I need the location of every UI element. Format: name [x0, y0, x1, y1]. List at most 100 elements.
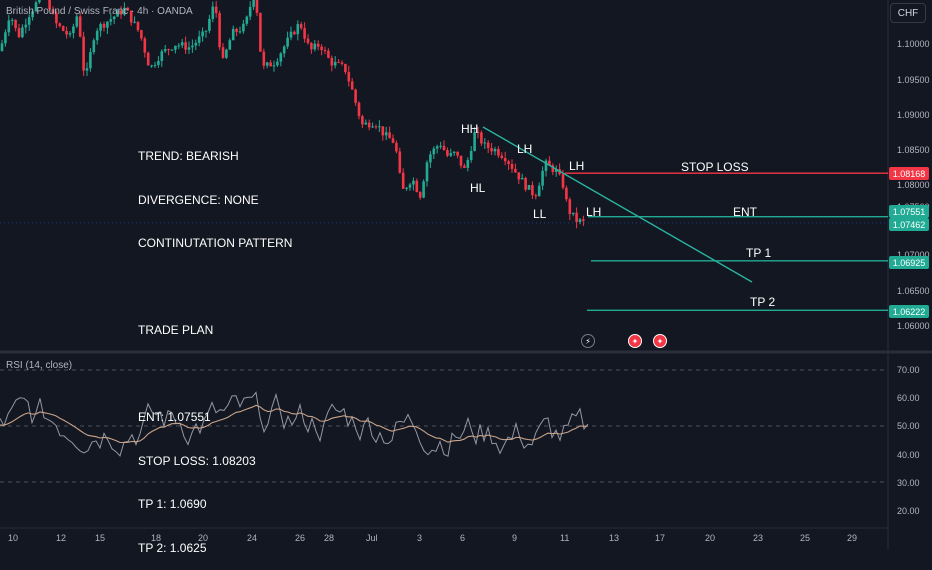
rsi-indicator-title[interactable]: RSI (14, close) [6, 360, 73, 371]
candle-body [469, 150, 473, 161]
time-tick: 20 [705, 533, 716, 543]
time-tick: 23 [753, 533, 764, 543]
structure-label-ll: LL [533, 207, 547, 221]
candle-body [384, 132, 388, 136]
candle-body [310, 42, 313, 50]
currency-button[interactable]: CHF [890, 3, 926, 23]
candle-body [27, 17, 31, 25]
structure-label-lh: LH [569, 159, 585, 173]
candle-body [177, 45, 181, 47]
candle-body [282, 46, 286, 54]
candle-body [293, 31, 296, 35]
rsi-line [0, 391, 589, 457]
time-tick: 10 [8, 533, 19, 543]
candle-body [245, 16, 249, 24]
candle-body [561, 174, 565, 188]
candle-body [78, 16, 82, 37]
candle-body [129, 10, 133, 23]
lightning-event-icon[interactable]: ⚡ [581, 334, 595, 348]
rsi-tick: 30.00 [897, 478, 920, 488]
rsi-tick: 20.00 [897, 506, 920, 516]
candle-body [531, 185, 534, 196]
candle-body [367, 122, 371, 128]
candle-body [527, 185, 531, 190]
candle-body [21, 27, 24, 38]
candle-body [61, 26, 65, 31]
time-tick: 25 [800, 533, 811, 543]
candle-body [401, 172, 405, 189]
candle-body [306, 38, 310, 43]
annotation-line: TRADE PLAN [138, 323, 214, 337]
candle-body [435, 146, 439, 149]
last-price-tag: 1.07462 [889, 218, 929, 231]
time-tick: 29 [847, 533, 858, 543]
annotation-line: TP 2: 1.0625 [138, 540, 207, 555]
candle-body [150, 65, 153, 67]
time-tick: 12 [56, 533, 67, 543]
candle-body [442, 145, 446, 151]
candle-body [303, 28, 306, 39]
rsi-tick: 60.00 [897, 393, 920, 403]
candle-body [126, 7, 130, 11]
candle-body [388, 132, 391, 139]
economic-event-icon[interactable]: ✦ [653, 334, 667, 348]
candle-body [500, 155, 504, 159]
time-tick: 9 [512, 533, 518, 543]
candle-body [201, 31, 204, 37]
candle-body [340, 62, 344, 64]
candle-body [272, 65, 276, 67]
time-tick: 18 [151, 533, 162, 543]
chart-canvas[interactable] [0, 0, 932, 550]
candle-body [133, 21, 136, 23]
candle-body [170, 49, 174, 51]
tp1-label: TP 1 [746, 246, 772, 260]
candle-body [167, 49, 170, 51]
time-tick: 20 [198, 533, 209, 543]
candle-body [17, 28, 21, 38]
candle-body [211, 6, 215, 20]
candle-body [276, 61, 279, 66]
candle-body [432, 148, 436, 155]
candle-body [463, 165, 466, 168]
candle-body [503, 158, 507, 162]
time-tick: 17 [655, 533, 666, 543]
candle-body [333, 61, 337, 66]
candle-body [160, 51, 164, 61]
economic-event-icon[interactable]: ✦ [628, 334, 642, 348]
rsi-tick: 50.00 [897, 421, 920, 431]
tp1-price-tag: 1.06925 [889, 256, 929, 269]
candle-body [313, 43, 317, 50]
candle-body [106, 21, 109, 28]
candle-body [548, 160, 551, 166]
candle-body [483, 142, 487, 144]
candle-body [520, 177, 524, 180]
candle-body [439, 145, 442, 147]
candle-body [208, 19, 211, 31]
price-tick: 1.06500 [897, 286, 930, 296]
price-tick: 1.09500 [897, 75, 930, 85]
candle-body [269, 62, 272, 67]
price-tick: 1.08500 [897, 145, 930, 155]
candle-body [119, 10, 123, 15]
candle-body [248, 6, 252, 17]
symbol-title: British Pound / Swiss Franc · 4h · OANDA [6, 6, 193, 17]
candle-body [446, 150, 449, 156]
bearish-trendline [482, 126, 753, 283]
candle-body [136, 21, 140, 31]
candle-body [75, 16, 79, 27]
candle-body [395, 142, 398, 152]
candle-body [493, 148, 497, 152]
candle-body [231, 28, 235, 41]
entry-label: ENT [733, 205, 757, 219]
candle-body [163, 49, 167, 52]
candle-body [92, 40, 96, 53]
candle-body [204, 30, 208, 32]
annotation-line: ENT: 1.07551 [138, 410, 211, 424]
candle-body [262, 51, 266, 66]
annotation-line: STOP LOSS: 1.08203 [138, 453, 256, 468]
candle-body [364, 122, 368, 125]
time-tick: 26 [295, 533, 306, 543]
candle-body [89, 52, 92, 69]
candle-body [449, 153, 453, 156]
candle-body [405, 187, 408, 189]
